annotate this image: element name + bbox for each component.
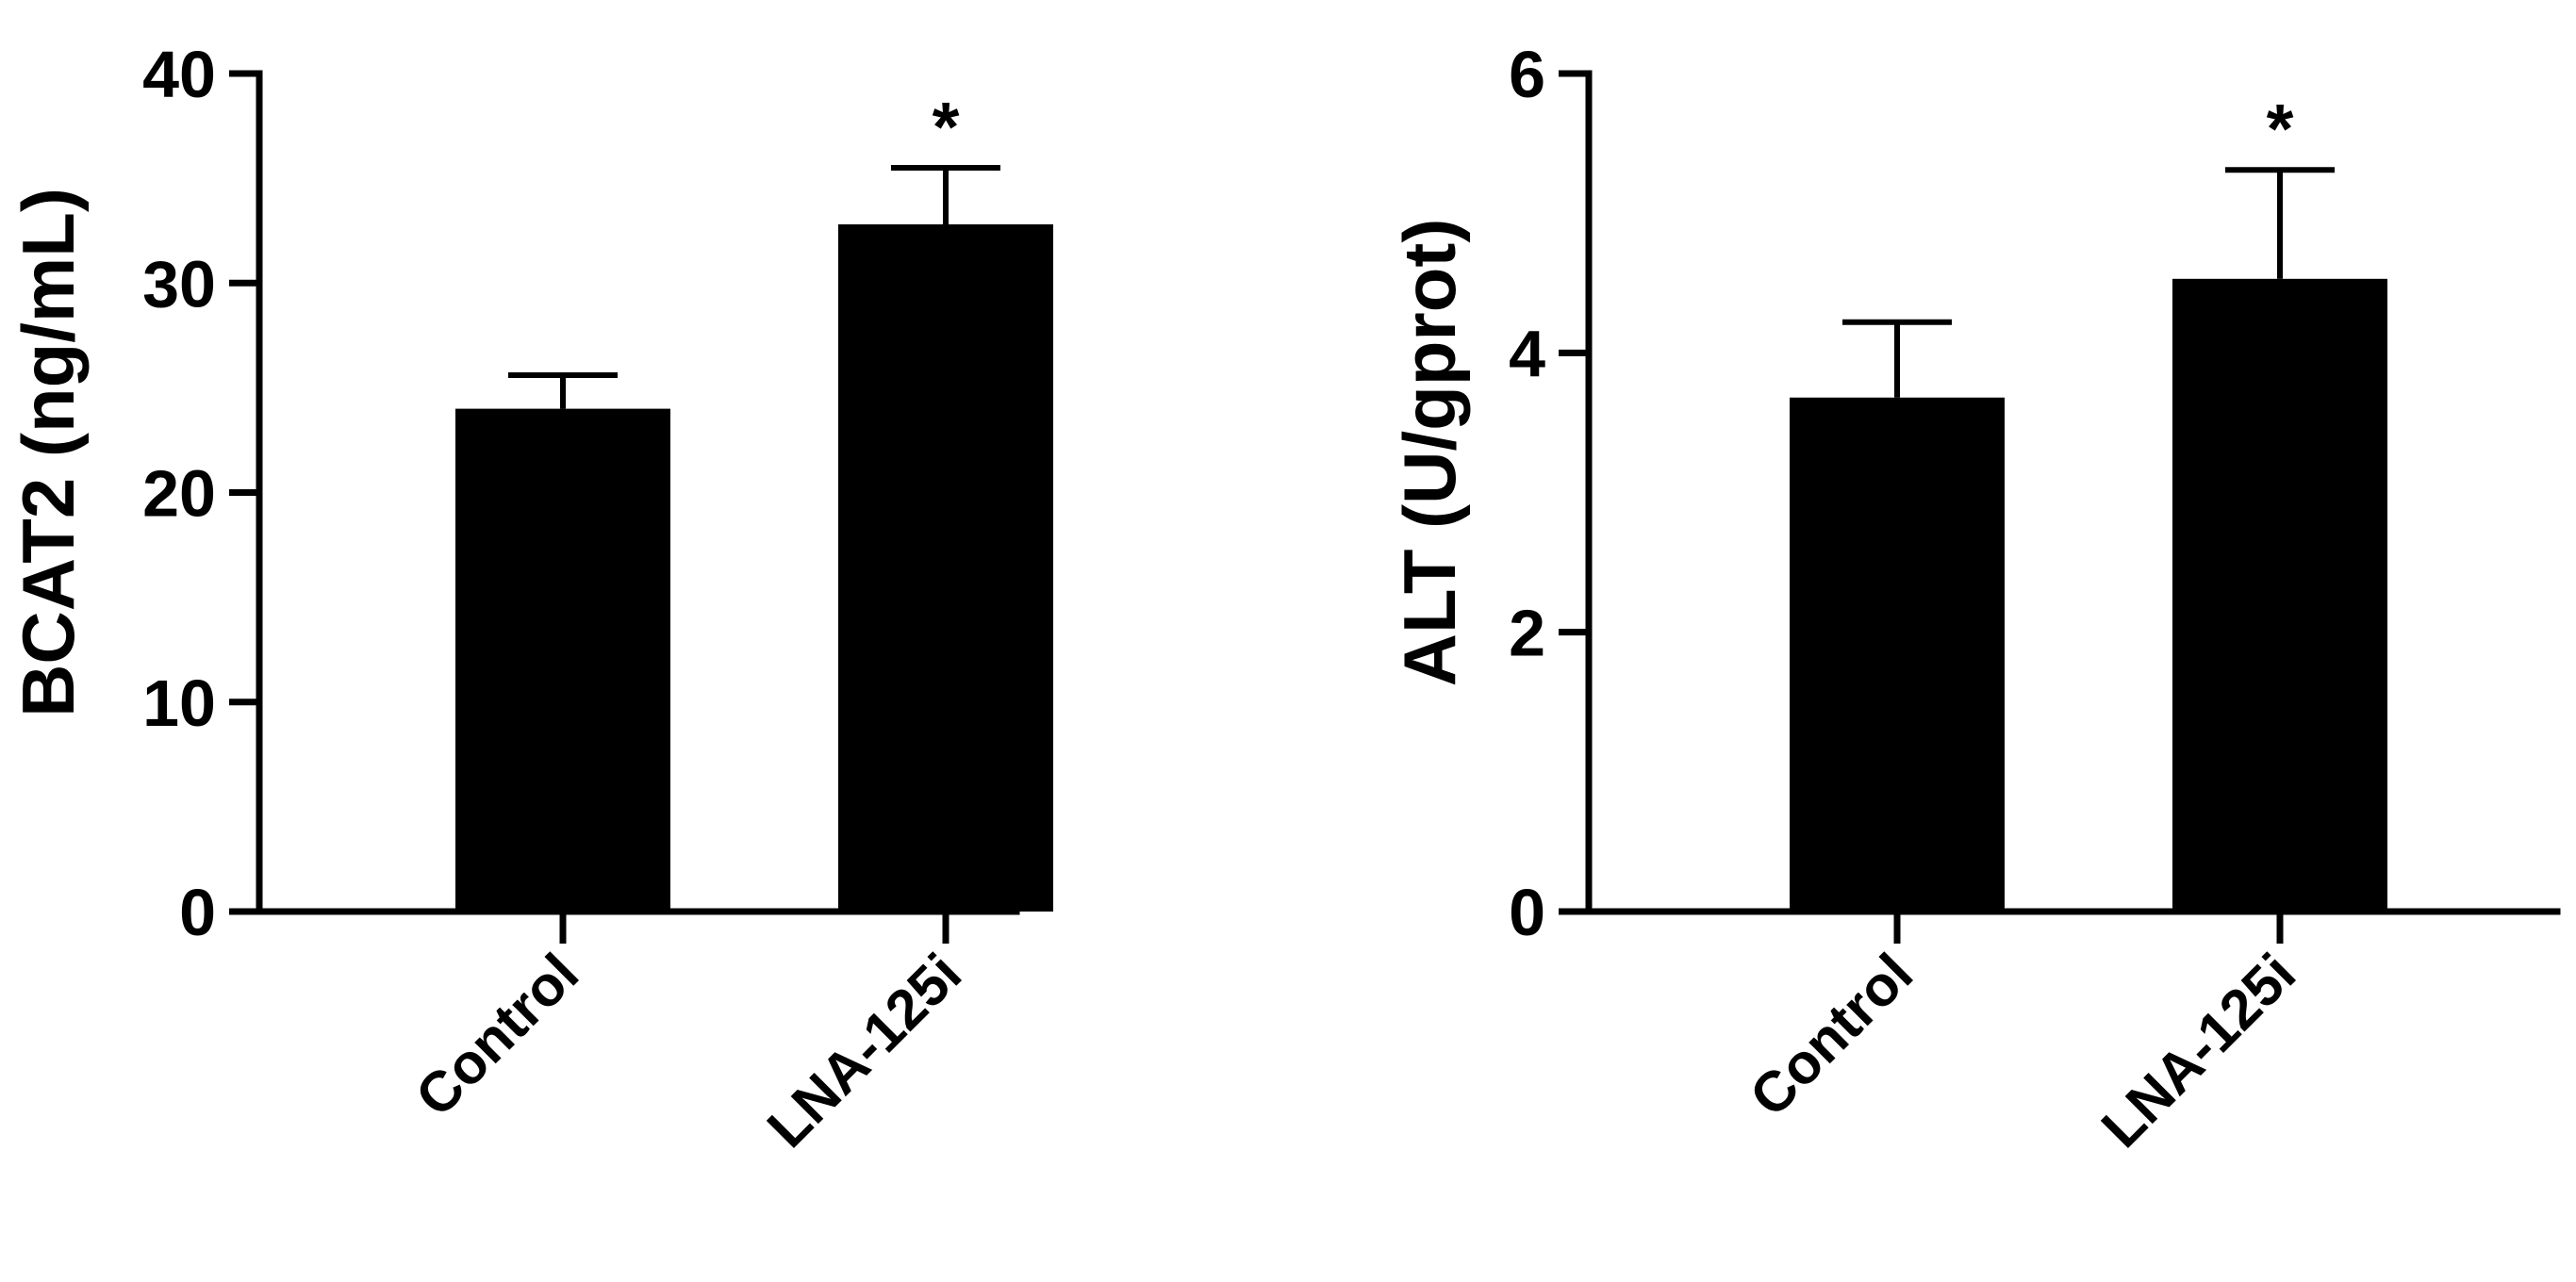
y-tick-label: 20 (142, 457, 216, 531)
chart-bcat2: BCAT2 (ng/mL) * 0 10 20 30 40 Control LNA-125i (7, 38, 1053, 1159)
chart-marks: * 0 10 20 30 40 Control LNA-125i (142, 38, 1053, 1159)
y-tick-label: 6 (1509, 38, 1545, 111)
significance-marker: * (933, 88, 960, 166)
y-tick-label: 0 (1509, 876, 1545, 949)
x-tick-label: Control (1738, 942, 1924, 1128)
x-tick-label: Control (404, 942, 590, 1128)
bar-lna-125i (2172, 278, 2387, 912)
y-axis-title: BCAT2 (ng/mL) (7, 188, 90, 717)
y-tick-label: 4 (1509, 317, 1545, 390)
y-tick-label: 2 (1509, 597, 1545, 670)
y-tick-label: 10 (142, 666, 216, 740)
y-tick-label: 40 (142, 38, 216, 111)
y-tick-label: 0 (179, 876, 216, 949)
bar-control (1790, 397, 2005, 912)
chart-alt: ALT (U/gprot) * 0 2 4 6 Control LNA-125i (1388, 38, 2561, 1159)
x-tick-label: LNA-125i (2089, 942, 2307, 1159)
y-tick-label: 30 (142, 247, 216, 320)
bar-control (455, 408, 670, 912)
y-axis-title: ALT (U/gprot) (1388, 219, 1471, 687)
bar-lna-125i (838, 224, 1053, 912)
x-tick-label: LNA-125i (755, 942, 973, 1159)
chart-marks: * 0 2 4 6 Control LNA-125i (1509, 38, 2561, 1159)
significance-marker: * (2267, 90, 2294, 168)
